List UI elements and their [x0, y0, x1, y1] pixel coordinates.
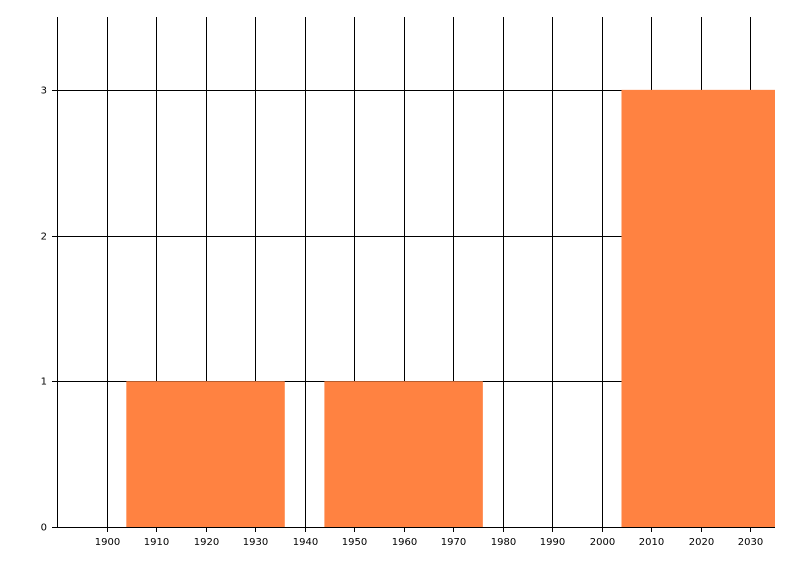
- bars: [126, 89, 775, 527]
- axes: 0 1 2 3 1900 1910 1920 1930 1940 1950 1960 1970 1980…: [41, 17, 775, 548]
- x-tick-label: 2020: [689, 537, 714, 548]
- x-tick-label: 1980: [491, 537, 516, 548]
- x-tick-label: 1990: [540, 537, 565, 548]
- x-tick-label: 1920: [194, 537, 219, 548]
- x-tick-label: 2010: [639, 537, 664, 548]
- bar: [324, 381, 483, 527]
- x-tick-label: 2030: [738, 537, 763, 548]
- y-tick-label: 0: [41, 523, 47, 534]
- x-tick-label: 1900: [95, 537, 120, 548]
- bar: [621, 89, 775, 527]
- x-tick-label: 1970: [441, 537, 466, 548]
- x-tick-label: 2000: [590, 537, 615, 548]
- x-tick-label: 1950: [342, 537, 367, 548]
- bar: [126, 381, 285, 527]
- x-tick-label: 1940: [293, 537, 318, 548]
- x-tick-label: 1930: [243, 537, 268, 548]
- x-tick-label: 1910: [144, 537, 169, 548]
- y-tick-label: 2: [41, 232, 47, 243]
- x-tick-label: 1960: [392, 537, 417, 548]
- y-tick-label: 1: [41, 377, 47, 388]
- y-tick-label: 3: [41, 86, 47, 97]
